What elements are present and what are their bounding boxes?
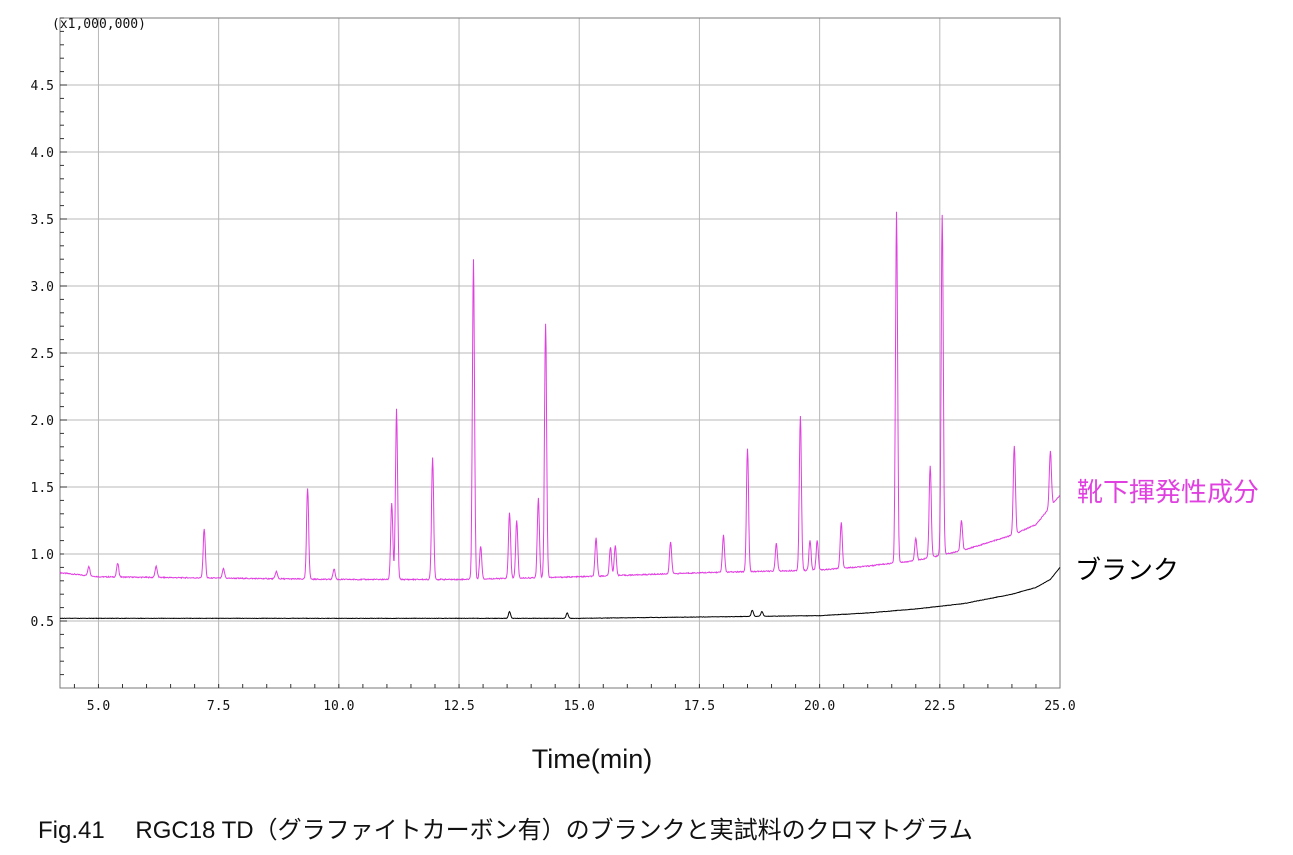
figure-caption: Fig.41 RGC18 TD（グラファイトカーボン有）のブランクと実試料のクロ…	[38, 817, 973, 844]
y-tick-label: 1.5	[31, 481, 54, 496]
y-tick-label: 4.5	[31, 79, 54, 94]
y-axis-tick-labels: 0.5 1.0 1.5 2.0 2.5 3.0 3.5 4.0 4.5	[31, 79, 54, 630]
y-tick-label: 0.5	[31, 615, 54, 630]
grid-lines	[60, 18, 1060, 688]
series-line-1	[59, 567, 1061, 620]
series-lines	[59, 211, 1061, 620]
x-tick-label: 12.5	[443, 699, 474, 714]
x-tick-label: 7.5	[207, 699, 230, 714]
series-label-0: 靴下揮発性成分	[1077, 478, 1259, 508]
y-axis-exponent-label: (x1,000,000)	[52, 17, 146, 32]
x-axis-tick-labels: 5.0 7.5 10.0 12.5 15.0 17.5 20.0 22.5 25.0	[87, 699, 1076, 714]
y-tick-label: 4.0	[31, 146, 54, 161]
series-label-1: ブランク	[1075, 556, 1179, 586]
y-tick-label: 3.5	[31, 213, 54, 228]
x-tick-label: 25.0	[1044, 699, 1075, 714]
series-line-0	[59, 211, 1061, 582]
y-tick-label: 1.0	[31, 548, 54, 563]
y-tick-label: 2.0	[31, 414, 54, 429]
y-tick-label: 2.5	[31, 347, 54, 362]
x-tick-label: 5.0	[87, 699, 110, 714]
x-tick-label: 10.0	[323, 699, 354, 714]
x-tick-label: 15.0	[564, 699, 595, 714]
x-tick-label: 17.5	[684, 699, 715, 714]
y-tick-label: 3.0	[31, 280, 54, 295]
minor-tick-marks	[60, 17, 1037, 688]
x-tick-label: 22.5	[924, 699, 955, 714]
x-axis-label: Time(min)	[532, 744, 653, 774]
x-tick-label: 20.0	[804, 699, 835, 714]
